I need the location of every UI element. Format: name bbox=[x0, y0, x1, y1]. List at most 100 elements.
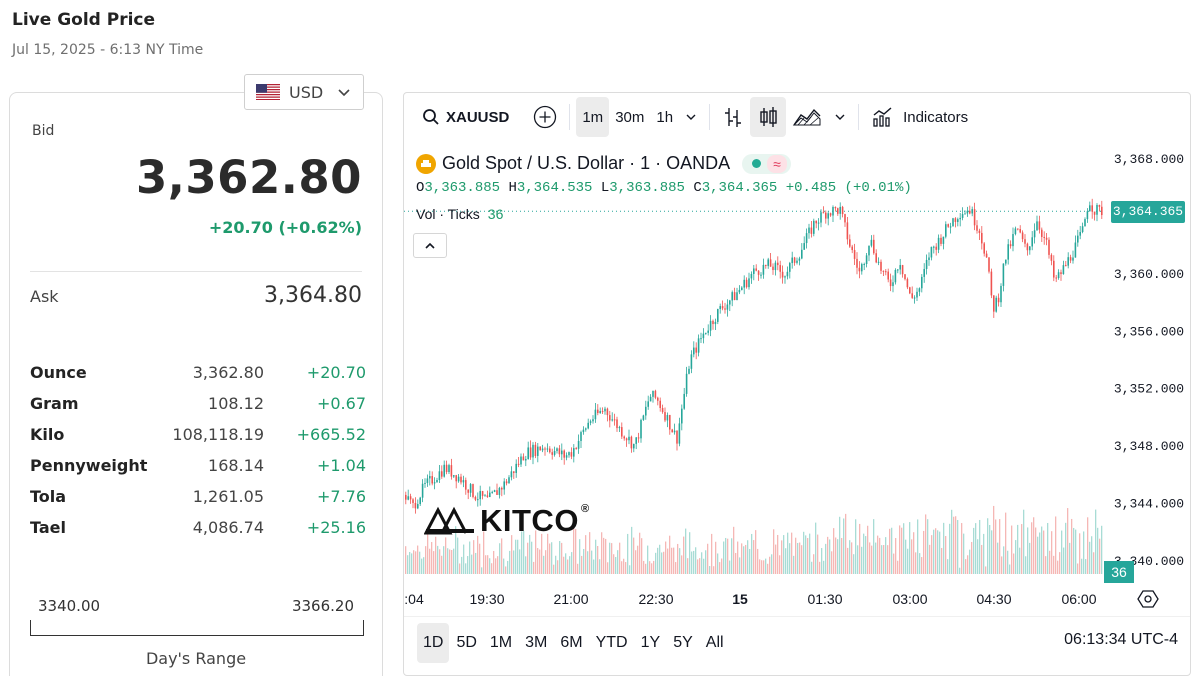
interval-30m[interactable]: 30m bbox=[615, 108, 645, 126]
candle-body bbox=[645, 406, 647, 416]
unit-price: 168.14 bbox=[208, 456, 264, 475]
volume-bar bbox=[407, 555, 409, 574]
compare-button[interactable] bbox=[527, 97, 563, 137]
chart-toolbar: XAUUSD 1m 30m 1h Indicators bbox=[404, 93, 1190, 141]
volume-bar bbox=[921, 557, 923, 574]
volume-bar bbox=[967, 555, 969, 574]
high-value: 3,364.535 bbox=[516, 180, 593, 196]
volume-bar bbox=[467, 556, 469, 574]
volume-bar bbox=[887, 545, 889, 574]
currency-select[interactable]: USD bbox=[244, 74, 364, 110]
volume-bar bbox=[1029, 542, 1031, 574]
range-all[interactable]: All bbox=[705, 633, 724, 651]
settings-icon[interactable] bbox=[1137, 588, 1159, 610]
candle-body bbox=[1081, 226, 1084, 233]
candle-body bbox=[1043, 236, 1045, 238]
candle-body bbox=[532, 444, 534, 458]
interval-1m[interactable]: 1m bbox=[576, 97, 610, 137]
unit-price: 1,261.05 bbox=[192, 487, 264, 506]
chart-plot-area[interactable]: 3,368.0003,364.0003,360.0003,356.0003,35… bbox=[404, 141, 1190, 616]
candle-body bbox=[959, 217, 961, 220]
indicators-button[interactable]: Indicators bbox=[865, 97, 974, 137]
range-3m[interactable]: 3M bbox=[525, 633, 548, 651]
area-style-button[interactable] bbox=[786, 97, 828, 137]
interval-1h[interactable]: 1h bbox=[656, 108, 674, 126]
volume-bar bbox=[871, 545, 873, 574]
volume-bar bbox=[609, 542, 611, 574]
plus-circle-icon bbox=[534, 105, 557, 129]
volume-bar bbox=[715, 541, 717, 574]
volume-bar bbox=[625, 562, 627, 574]
unit-price: 108,118.19 bbox=[172, 425, 264, 444]
candle-body bbox=[484, 495, 486, 497]
candle-body bbox=[911, 293, 913, 298]
volume-bar bbox=[937, 530, 939, 574]
candle-body bbox=[909, 287, 911, 294]
candle-body bbox=[988, 257, 990, 272]
collapse-legend-button[interactable] bbox=[413, 233, 447, 258]
candles-style-button[interactable] bbox=[750, 97, 787, 137]
range-5d[interactable]: 5D bbox=[456, 633, 477, 651]
volume-bar bbox=[645, 563, 647, 574]
volume-bar bbox=[559, 541, 561, 574]
range-1y[interactable]: 1Y bbox=[640, 633, 661, 651]
symbol-search-button[interactable]: XAUUSD bbox=[416, 97, 515, 137]
candle-body bbox=[505, 481, 508, 484]
volume-bar bbox=[791, 532, 793, 574]
volume-bar bbox=[1003, 546, 1005, 574]
volume-bar bbox=[823, 560, 825, 574]
range-6m[interactable]: 6M bbox=[560, 633, 583, 651]
candle-body bbox=[1002, 263, 1005, 286]
x-tick-label: :04 bbox=[404, 591, 424, 607]
kitco-logo: KITCO ® bbox=[424, 503, 590, 539]
candle-body bbox=[409, 496, 412, 500]
volume-bar bbox=[725, 537, 727, 574]
unit-change: +25.16 bbox=[306, 518, 366, 537]
volume-bar bbox=[979, 519, 981, 574]
volume-bar bbox=[435, 536, 437, 574]
volume-bar bbox=[479, 543, 481, 574]
x-tick-label: 01:30 bbox=[807, 591, 842, 607]
volume-bar bbox=[1057, 560, 1059, 574]
volume-bar bbox=[565, 553, 567, 574]
interval-dropdown[interactable] bbox=[679, 97, 703, 137]
range-1d[interactable]: 1D bbox=[417, 622, 450, 663]
candle-body bbox=[736, 292, 738, 300]
volume-bar bbox=[933, 529, 935, 574]
volume-bar bbox=[1047, 522, 1049, 574]
range-5y[interactable]: 5Y bbox=[673, 633, 693, 651]
candle-body bbox=[741, 287, 743, 290]
volume-bar bbox=[799, 542, 801, 574]
volume-bar bbox=[425, 546, 427, 574]
bars-style-button[interactable] bbox=[716, 97, 750, 137]
ask-label: Ask bbox=[30, 287, 59, 306]
y-tick-label: 3,344.000 bbox=[1114, 497, 1184, 512]
volume-bar bbox=[805, 535, 807, 574]
candle-body bbox=[618, 427, 621, 429]
candle-body bbox=[729, 300, 731, 305]
y-tick-label: 3,352.000 bbox=[1114, 382, 1184, 397]
volume-bar bbox=[539, 549, 541, 574]
range-1m[interactable]: 1M bbox=[489, 633, 513, 651]
volume-bar bbox=[1015, 540, 1017, 574]
market-status-pill[interactable]: ≈ bbox=[742, 153, 791, 174]
candle-body bbox=[899, 265, 901, 270]
volume-bar bbox=[703, 558, 705, 574]
candle-body bbox=[517, 463, 520, 465]
candle-body bbox=[1093, 211, 1096, 215]
candle-body bbox=[1048, 239, 1050, 255]
volume-bar bbox=[751, 533, 753, 574]
volume-bar bbox=[733, 526, 735, 574]
volume-bar bbox=[765, 558, 767, 574]
unit-name: Ounce bbox=[30, 363, 87, 382]
volume-bar bbox=[569, 556, 571, 574]
volume-bar bbox=[895, 538, 897, 574]
candle-body bbox=[553, 451, 556, 455]
candle-body bbox=[700, 338, 702, 340]
volume-bar bbox=[611, 543, 613, 574]
volume-bar bbox=[713, 566, 715, 574]
range-ytd[interactable]: YTD bbox=[595, 633, 628, 651]
volume-bar bbox=[445, 537, 447, 574]
unit-row: Tola 1,261.05 +7.76 bbox=[30, 487, 366, 518]
chart-type-dropdown[interactable] bbox=[828, 97, 852, 137]
